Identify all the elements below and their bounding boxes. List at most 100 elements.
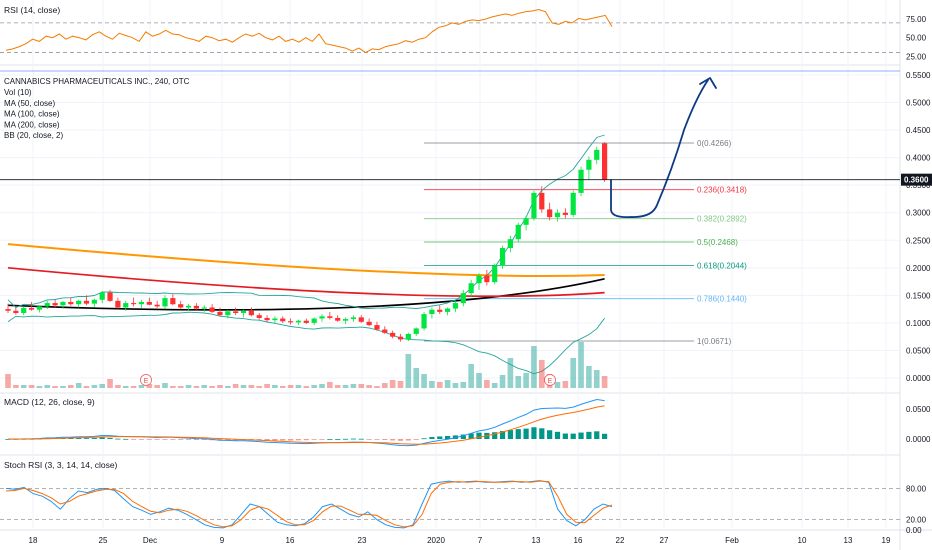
fib-level-label: 1(0.0671) (697, 337, 732, 346)
macd-histogram-bar (76, 437, 82, 439)
volume-bar (358, 384, 365, 388)
macd-histogram-bar (358, 438, 364, 440)
candle-body (21, 308, 27, 313)
time-tick-label: 16 (574, 536, 583, 545)
candle (531, 190, 537, 221)
candle-body (5, 309, 11, 311)
macd-histogram-bar (154, 439, 160, 440)
volume-bar (429, 381, 435, 388)
rsi-panel[interactable]: RSI (14, close) (0, 5, 900, 54)
rsi-title: RSI (14, close) (4, 5, 60, 15)
time-tick-label: 13 (844, 536, 853, 545)
indicator-legend-item: MA (50, close) (4, 99, 55, 108)
macd-histogram-bar (405, 439, 411, 441)
volume-bar (578, 342, 584, 388)
volume-bar (115, 385, 121, 388)
macd-title: MACD (12, 26, close, 9) (4, 397, 95, 407)
candle (421, 311, 427, 331)
current-price-label: 0.3600 (904, 176, 929, 185)
volume-bar (28, 385, 35, 388)
macd-histogram-bar (437, 436, 443, 439)
macd-histogram-bar (531, 427, 537, 439)
candle (193, 303, 199, 310)
volume-bar (36, 386, 43, 388)
macd-histogram-bar (335, 438, 341, 440)
volume-bar (44, 385, 51, 388)
candle (91, 298, 97, 308)
volume-bar (154, 385, 160, 388)
volume-bar (421, 374, 427, 388)
macd-histogram-bar (413, 439, 419, 440)
candle-body (272, 318, 278, 321)
candle-body (366, 321, 372, 326)
macd-histogram-bar (602, 433, 608, 439)
candle-body (303, 320, 309, 323)
stoch-rsi-axis: 80.00 20.000.00 (906, 484, 927, 535)
macd-histogram-bar (288, 439, 294, 441)
stoch-tick-label: 20.00 (906, 516, 927, 525)
projection-arrow-drawing[interactable] (610, 77, 717, 219)
price-tick-label: 0.5000 (906, 99, 931, 108)
volume-bar (382, 383, 388, 388)
candle-body (68, 301, 74, 305)
earnings-marker-glyph: E (144, 378, 149, 385)
candle-body (578, 169, 584, 193)
candle-body (225, 311, 231, 316)
ma-line (7, 266, 605, 298)
current-price-badge (901, 173, 932, 186)
macd-panel[interactable]: MACD (12, 26, close, 9) (4, 397, 608, 447)
macd-histogram-bar (83, 438, 90, 439)
candle-body (240, 310, 247, 313)
macd-histogram-bar (350, 438, 356, 440)
candle-body (201, 307, 207, 309)
candle (68, 297, 74, 306)
indicator-legend-item: MA (200, close) (4, 120, 60, 129)
stoch-rsi-panel[interactable]: Stoch RSI (3, 3, 14, 14, close) (0, 460, 900, 529)
bollinger-upper (7, 134, 605, 310)
candle (131, 297, 137, 307)
indicator-legend: Vol (10) MA (50, close) MA (100, close)MA … (4, 88, 63, 140)
price-panel[interactable]: CANNABICS PHARMACEUTICALS INC., 240, OTC… (4, 77, 190, 140)
volume-bar (60, 386, 66, 388)
candle-body (83, 300, 90, 304)
candle-body (288, 321, 294, 323)
earnings-marker (544, 374, 556, 386)
candle-body (445, 308, 451, 312)
macd-histogram-bar (570, 433, 576, 439)
rsi-line (5, 8, 613, 54)
candle-body (209, 307, 215, 312)
candle-body (217, 311, 223, 316)
volume-bar (327, 382, 333, 388)
candle-body (193, 305, 199, 309)
macd-histogram-bar (539, 428, 545, 439)
macd-histogram-bar (193, 439, 199, 440)
candle (437, 305, 443, 315)
candle-body (327, 316, 333, 318)
volume-bar (554, 382, 561, 388)
macd-histogram-bar (397, 439, 404, 441)
time-tick-label: 2020 (427, 536, 445, 545)
candle-body (594, 149, 600, 160)
macd-histogram-bar (319, 439, 325, 440)
candle (460, 289, 466, 307)
macd-histogram-bar (382, 439, 388, 440)
volume-bar (413, 368, 419, 388)
candle (107, 289, 113, 302)
candle (225, 309, 231, 319)
macd-histogram-bar (123, 438, 129, 440)
candle-body (397, 336, 404, 340)
candle-body (382, 329, 388, 333)
candle (366, 318, 372, 327)
fibonacci-retracement[interactable]: 0(0.4266) 0.236(0.3418) 0.382(0.2892) 0.5(0… (424, 139, 747, 346)
candle (445, 307, 451, 316)
candle (36, 305, 42, 313)
candle (178, 300, 184, 309)
macd-histogram-bar (68, 438, 74, 439)
volume-bars (5, 342, 608, 388)
time-tick-label: Feb (725, 536, 739, 545)
candle (570, 190, 576, 218)
macd-histogram-bar (468, 433, 474, 439)
candle (319, 314, 325, 322)
